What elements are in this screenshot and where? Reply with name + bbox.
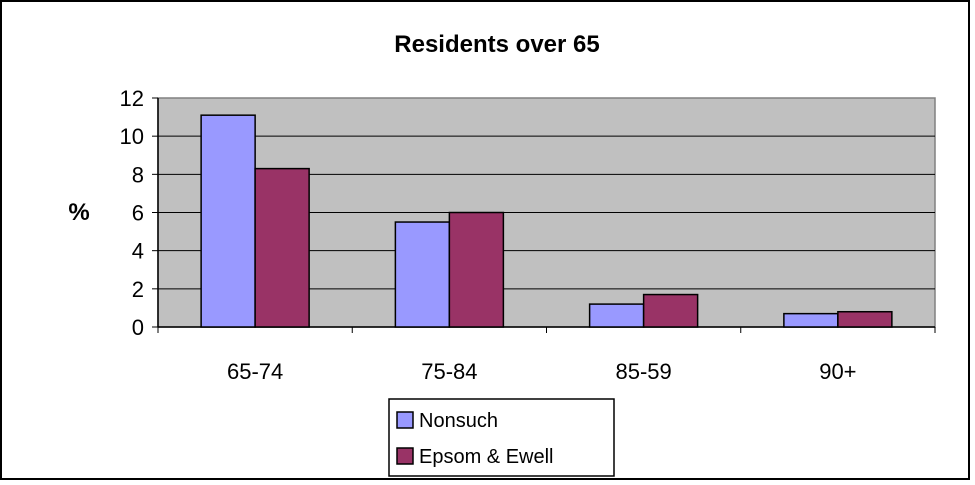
legend-box — [388, 398, 615, 477]
y-tick-label: 8 — [132, 162, 144, 187]
x-tick-label: 90+ — [819, 359, 856, 384]
x-tick-label: 75-84 — [421, 359, 477, 384]
y-tick-label: 6 — [132, 201, 144, 226]
y-tick-label: 4 — [132, 239, 144, 264]
plot-area: 0 2 4 6 8 10 12 65-74 75-84 85-59 90+ — [120, 86, 936, 384]
y-tick-label: 2 — [132, 277, 144, 302]
bar — [200, 114, 256, 328]
bar — [588, 303, 645, 328]
chart-title: Residents over 65 — [394, 31, 599, 58]
legend: Nonsuch Epsom & Ewell — [388, 398, 615, 477]
legend-label: Epsom & Ewell — [419, 446, 554, 468]
y-tick-label: 12 — [120, 86, 144, 111]
bar — [783, 312, 839, 328]
bar — [448, 211, 505, 328]
legend-swatch — [396, 411, 414, 429]
x-tick-label: 65-74 — [227, 359, 283, 384]
x-tick-label: 85-59 — [615, 359, 671, 384]
y-axis-label: % — [68, 199, 89, 226]
y-tick-label: 10 — [120, 124, 144, 149]
bar — [837, 310, 893, 328]
bar — [394, 221, 451, 328]
legend-label: Nonsuch — [419, 410, 498, 432]
bar — [642, 293, 699, 328]
bar — [254, 167, 310, 328]
y-tick-label: 0 — [132, 315, 144, 340]
legend-swatch — [396, 447, 414, 465]
